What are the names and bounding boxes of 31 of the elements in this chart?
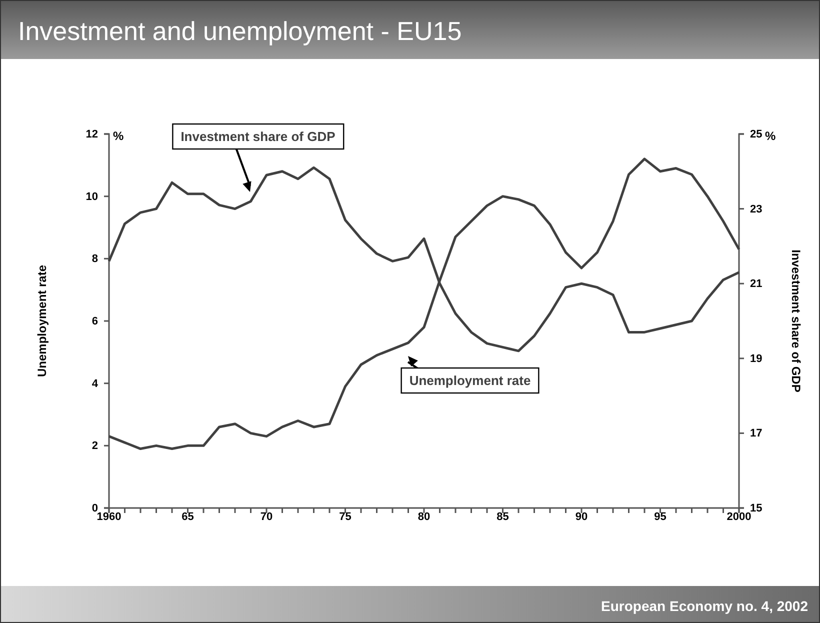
text: Investment share of GDP: [180, 129, 336, 144]
chart-title: Investment and unemployment - EU15: [18, 16, 462, 46]
x-tick-label: 65: [182, 511, 194, 523]
y-axis-title: Unemployment rate: [35, 264, 49, 378]
y2-tick-label: 23: [750, 203, 762, 216]
x-tick-label: 80: [418, 511, 430, 523]
x-tick-label: 95: [654, 511, 666, 523]
text: %: [765, 129, 776, 143]
y-tick-label: 2: [92, 440, 98, 452]
text: Unemployment rate: [409, 373, 531, 388]
line-series: [108, 158, 740, 450]
x-tick-label: 90: [575, 511, 588, 523]
y2-tick-label: 21: [750, 278, 762, 290]
x-tick-label: 85: [496, 511, 509, 523]
x-tick-label: 70: [260, 511, 273, 523]
y2-tick-label: 17: [750, 428, 762, 440]
x-tick-label: 75: [339, 511, 352, 523]
y2-tick-label: 15: [750, 502, 762, 515]
y-tick-label: 4: [92, 378, 99, 390]
x-tick-label: 2000: [726, 511, 752, 523]
annotation: %: [113, 129, 124, 143]
text: European Economy no. 4, 2002: [601, 598, 808, 614]
y-tick-label: 8: [92, 253, 98, 266]
y-tick-label: 12: [86, 128, 98, 141]
y-tick-label: 6: [92, 316, 98, 328]
y2-tick-label: 25: [750, 128, 762, 141]
y-tick-label: 0: [92, 502, 98, 515]
x-tick-label: 1960: [96, 511, 122, 523]
y2-tick-label: 19: [750, 352, 762, 365]
y-tick-label: 10: [86, 190, 98, 203]
y2-axis-title: Investment share of GDP: [789, 250, 803, 392]
